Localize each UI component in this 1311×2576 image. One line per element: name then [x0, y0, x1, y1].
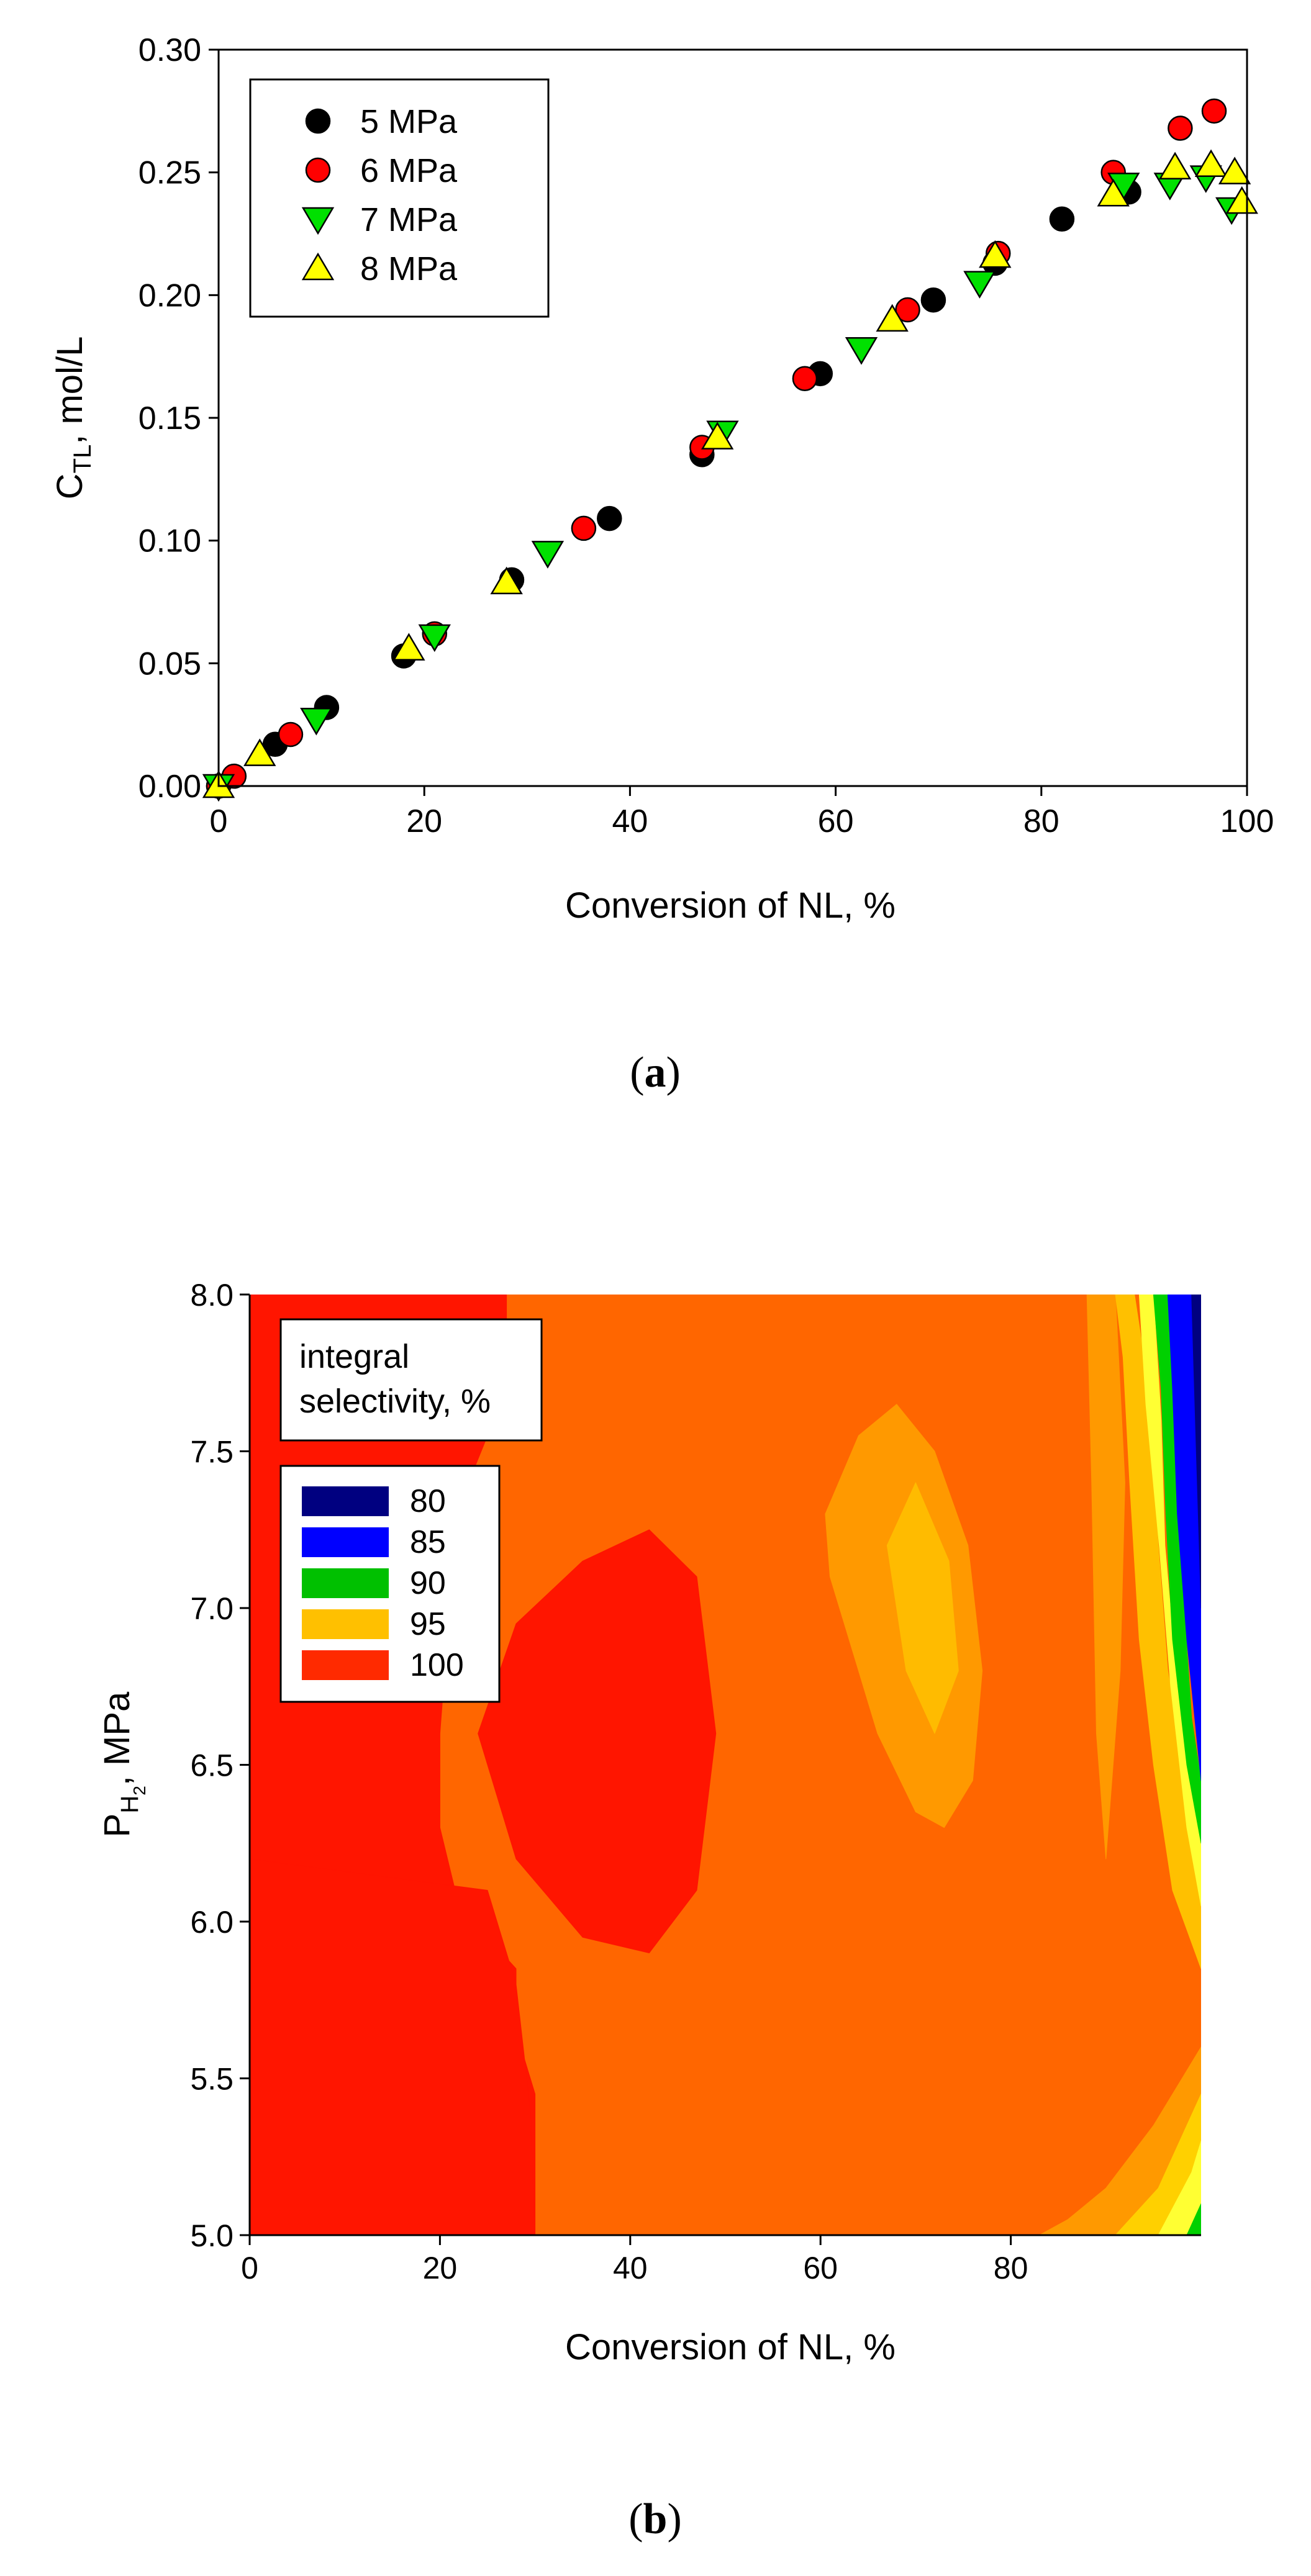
panel-b-legend-swatch-90	[302, 1568, 389, 1598]
panel-a-point-5-mpa	[1049, 206, 1075, 232]
panel-b-ticks: 0 20 40 60 80 5.0 5.5 6.0 6.5 7.0 7.5 8.0	[190, 1278, 1201, 2285]
panel-b-y-tick-label: 6.5	[190, 1748, 234, 1783]
panel-b-x-axis-label: Conversion of NL, %	[565, 2327, 896, 2367]
panel-a-point-7-mpa	[418, 624, 451, 653]
panel-b-z-label-line1: integral	[299, 1338, 409, 1375]
panel-a-point-8-mpa	[1194, 149, 1228, 178]
panel-a-legend-label-8-mpa: 8 MPa	[360, 250, 458, 287]
panel-a-y-tick-label: 0.10	[138, 523, 201, 559]
panel-a-y-tick-label: 0.00	[138, 769, 201, 805]
panel-a-point-8-mpa	[490, 566, 523, 595]
panel-b-caption-letter: b	[643, 2495, 668, 2543]
panel-b-legend-label-80: 80	[410, 1483, 446, 1519]
panel-a-point-6-mpa	[1201, 98, 1227, 124]
panel-a-x-tick-label: 80	[1023, 803, 1059, 839]
panel-a-point-7-mpa	[845, 337, 878, 365]
panel-a-point-6-mpa	[792, 366, 818, 391]
panel-b-region-level-90	[1158, 2141, 1201, 2235]
panel-b-region-level-95	[886, 1482, 959, 1734]
panel-b-legend-label-100: 100	[410, 1647, 464, 1683]
panel-a-legend-marker-8-mpa	[301, 252, 335, 281]
panel-b-y-tick-label: 6.0	[190, 1905, 234, 1940]
panel-b-legend: 80 85 90 95 100	[279, 1465, 501, 1703]
panel-a-y-tick-label: 0.05	[138, 646, 201, 682]
panel-a-x-tick-label: 20	[406, 803, 442, 839]
panel-a-point-8-mpa	[1158, 151, 1192, 180]
panel-b-legend-label-95: 95	[410, 1606, 446, 1642]
panel-b-region-level-90	[1186, 2203, 1201, 2235]
panel-a-legend-label-5-mpa: 5 MPa	[360, 103, 458, 140]
panel-b-region-level-100	[250, 1858, 536, 2235]
panel-b-y-tick-label: 8.0	[190, 1278, 234, 1313]
panel-b-z-label-line2: selectivity, %	[299, 1383, 491, 1420]
panel-b-region-level-85	[1167, 1295, 1201, 1781]
panel-a-y-tick-label: 0.20	[138, 278, 201, 314]
panel-a-point-7-mpa	[531, 541, 565, 569]
panel-a-y-axis-label: CTL, mol/L	[50, 337, 96, 500]
panel-a-scatter-chart: 0 20 40 60 80 100 0.00 0.05 0.10 0.15 0.20 0.25 0.30…	[50, 32, 1274, 1096]
panel-a-legend-marker-6-mpa	[305, 157, 331, 183]
panel-a-x-axis-label: Conversion of NL, %	[565, 885, 896, 926]
panel-b-legend-swatch-95	[302, 1609, 389, 1639]
panel-a-point-8-mpa	[243, 738, 276, 766]
panel-a-x-tick-label: 40	[612, 803, 648, 839]
panel-a-point-5-mpa	[597, 505, 622, 531]
panel-a-y-tick-label: 0.15	[138, 400, 201, 436]
panel-a-point-7-mpa	[963, 271, 996, 299]
panel-a-point-8-mpa	[1218, 156, 1251, 184]
panel-a-y-tick-label: 0.25	[138, 155, 201, 191]
panel-a-point-8-mpa	[1225, 186, 1258, 214]
panel-a-plot-frame	[217, 48, 1248, 787]
panel-a-ticks: 0 20 40 60 80 100 0.00 0.05 0.10 0.15 0.20 0.25 0.30	[138, 32, 1274, 839]
panel-b-region-level-80	[1191, 1295, 1201, 1609]
panel-b-region-level-95	[1086, 1295, 1125, 1860]
panel-a-point-6-mpa	[895, 297, 920, 323]
panel-b-colorbar-title: integral selectivity, %	[279, 1318, 543, 1442]
panel-a-caption-letter: a	[645, 1049, 666, 1096]
panel-a-legend-label-6-mpa: 6 MPa	[360, 152, 458, 189]
panel-b-contour-chart: 0 20 40 60 80 5.0 5.5 6.0 6.5 7.0 7.5 8.0 integral …	[97, 1278, 1201, 2543]
panel-a-point-8-mpa	[1097, 178, 1130, 207]
panel-a-y-tick-label: 0.30	[138, 32, 201, 68]
panel-b-x-tick-label: 20	[423, 2251, 458, 2285]
panel-b-legend-swatch-85	[302, 1527, 389, 1557]
panel-b-y-tick-label: 5.5	[190, 2062, 234, 2097]
panel-a-point-8-mpa	[701, 422, 734, 450]
panel-a-point-8-mpa	[392, 633, 425, 661]
panel-a-legend-marker-7-mpa	[301, 207, 335, 235]
panel-b-y-tick-label: 7.0	[190, 1591, 234, 1626]
panel-a-point-6-mpa	[278, 721, 304, 748]
panel-b-caption: (b)	[628, 2495, 682, 2543]
panel-b-x-tick-label: 40	[613, 2251, 648, 2285]
panel-b-y-tick-label: 5.0	[190, 2218, 234, 2253]
panel-a-point-8-mpa	[979, 240, 1012, 268]
panel-b-title-box	[279, 1318, 543, 1442]
panel-a-point-6-mpa	[571, 515, 597, 541]
panel-a-x-tick-label: 100	[1220, 803, 1274, 839]
panel-a-data-points	[202, 98, 1258, 802]
panel-a-point-7-mpa	[300, 708, 333, 736]
panel-a-legend: 5 MPa 6 MPa 7 MPa 8 MPa	[249, 78, 550, 318]
panel-b-y-axis-label: PH2, MPa	[97, 1691, 149, 1837]
panel-b-legend-label-85: 85	[410, 1524, 446, 1560]
panel-b-legend-label-90: 90	[410, 1565, 446, 1601]
panel-a-point-6-mpa	[1168, 115, 1193, 141]
panel-a-point-8-mpa	[876, 304, 909, 332]
panel-b-x-tick-label: 80	[994, 2251, 1028, 2285]
panel-b-x-tick-label: 0	[241, 2251, 258, 2285]
panel-a-legend-marker-5-mpa	[305, 108, 331, 134]
panel-b-region-level-100	[478, 1529, 717, 1953]
panel-b-y-tick-label: 7.5	[190, 1435, 234, 1470]
panel-a-legend-label-7-mpa: 7 MPa	[360, 201, 458, 238]
panel-b-legend-swatch-80	[302, 1486, 389, 1516]
panel-b-x-tick-label: 60	[803, 2251, 838, 2285]
panel-a-point-5-mpa	[920, 287, 946, 313]
panel-a-x-tick-label: 60	[818, 803, 854, 839]
panel-b-legend-swatch-100	[302, 1650, 389, 1680]
panel-a-caption: (a)	[630, 1049, 681, 1096]
panel-a-x-tick-label: 0	[210, 803, 228, 839]
panel-a-legend-box	[249, 78, 550, 318]
